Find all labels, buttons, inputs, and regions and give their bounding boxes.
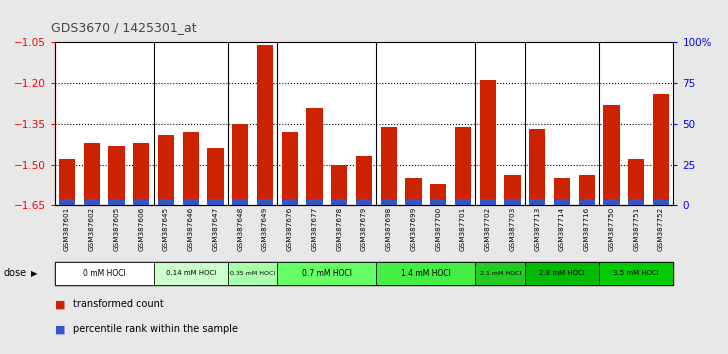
Text: GSM387677: GSM387677 bbox=[312, 207, 317, 251]
Bar bbox=[183, 199, 199, 205]
Text: 0.35 mM HOCl: 0.35 mM HOCl bbox=[230, 271, 275, 276]
Bar bbox=[183, 132, 199, 205]
Text: GSM387678: GSM387678 bbox=[336, 207, 342, 251]
Bar bbox=[133, 143, 149, 205]
Bar bbox=[381, 127, 397, 205]
Bar bbox=[455, 199, 471, 205]
Text: GSM387646: GSM387646 bbox=[188, 207, 194, 251]
Bar bbox=[207, 148, 223, 205]
Text: transformed count: transformed count bbox=[73, 299, 164, 309]
Bar bbox=[628, 199, 644, 205]
Text: GSM387703: GSM387703 bbox=[510, 207, 515, 251]
Text: GSM387676: GSM387676 bbox=[287, 207, 293, 251]
Bar bbox=[505, 176, 521, 205]
Bar bbox=[653, 94, 669, 205]
Bar bbox=[331, 165, 347, 205]
Bar bbox=[331, 199, 347, 205]
Bar bbox=[455, 127, 471, 205]
Bar bbox=[529, 129, 545, 205]
Text: GSM387602: GSM387602 bbox=[89, 207, 95, 251]
Text: 3.5 mM HOCl: 3.5 mM HOCl bbox=[614, 270, 659, 276]
Text: GSM387716: GSM387716 bbox=[584, 207, 590, 251]
Bar bbox=[579, 176, 595, 205]
Bar bbox=[306, 199, 323, 205]
Bar bbox=[381, 199, 397, 205]
Text: GSM387647: GSM387647 bbox=[213, 207, 218, 251]
Text: GSM387750: GSM387750 bbox=[609, 207, 614, 251]
Text: 1.4 mM HOCl: 1.4 mM HOCl bbox=[401, 269, 451, 278]
Bar bbox=[158, 199, 174, 205]
Text: 0 mM HOCl: 0 mM HOCl bbox=[83, 269, 125, 278]
Text: GSM387606: GSM387606 bbox=[138, 207, 144, 251]
Bar bbox=[59, 159, 75, 205]
Bar bbox=[84, 143, 100, 205]
Text: 0.14 mM HOCl: 0.14 mM HOCl bbox=[165, 270, 216, 276]
Bar bbox=[554, 199, 570, 205]
Text: GSM387701: GSM387701 bbox=[460, 207, 466, 251]
Text: GSM387714: GSM387714 bbox=[559, 207, 565, 251]
Bar bbox=[108, 199, 124, 205]
Text: GSM387601: GSM387601 bbox=[64, 207, 70, 251]
Bar bbox=[356, 199, 372, 205]
Text: ▶: ▶ bbox=[31, 269, 38, 278]
Bar bbox=[158, 135, 174, 205]
Bar bbox=[257, 45, 273, 205]
Text: 2.8 mM HOCl: 2.8 mM HOCl bbox=[539, 270, 585, 276]
Bar bbox=[356, 156, 372, 205]
Text: GSM387699: GSM387699 bbox=[411, 207, 416, 251]
Bar bbox=[257, 199, 273, 205]
Bar bbox=[480, 199, 496, 205]
Bar bbox=[306, 108, 323, 205]
Bar bbox=[282, 199, 298, 205]
Bar bbox=[430, 184, 446, 205]
Bar bbox=[108, 145, 124, 205]
Text: GSM387645: GSM387645 bbox=[163, 207, 169, 251]
Text: GSM387648: GSM387648 bbox=[237, 207, 243, 251]
Bar bbox=[480, 80, 496, 205]
Text: GSM387649: GSM387649 bbox=[262, 207, 268, 251]
Text: percentile rank within the sample: percentile rank within the sample bbox=[73, 324, 238, 334]
Text: GDS3670 / 1425301_at: GDS3670 / 1425301_at bbox=[51, 21, 197, 34]
Bar bbox=[232, 199, 248, 205]
Text: GSM387713: GSM387713 bbox=[534, 207, 540, 251]
Bar bbox=[84, 199, 100, 205]
Text: GSM387679: GSM387679 bbox=[361, 207, 367, 251]
Text: GSM387605: GSM387605 bbox=[114, 207, 119, 251]
Text: 0.7 mM HOCl: 0.7 mM HOCl bbox=[302, 269, 352, 278]
Bar bbox=[430, 199, 446, 205]
Bar bbox=[653, 199, 669, 205]
Text: GSM387700: GSM387700 bbox=[435, 207, 441, 251]
Bar bbox=[282, 132, 298, 205]
Text: GSM387752: GSM387752 bbox=[658, 207, 664, 251]
Text: ■: ■ bbox=[55, 324, 65, 334]
Bar bbox=[133, 199, 149, 205]
Text: GSM387751: GSM387751 bbox=[633, 207, 639, 251]
Bar bbox=[405, 178, 422, 205]
Text: 2.1 mM HOCl: 2.1 mM HOCl bbox=[480, 271, 521, 276]
Bar bbox=[604, 105, 620, 205]
Bar bbox=[554, 178, 570, 205]
Text: ■: ■ bbox=[55, 299, 65, 309]
Text: GSM387698: GSM387698 bbox=[386, 207, 392, 251]
Text: GSM387702: GSM387702 bbox=[485, 207, 491, 251]
Text: dose: dose bbox=[4, 268, 27, 279]
Bar bbox=[405, 199, 422, 205]
Bar bbox=[232, 124, 248, 205]
Bar bbox=[579, 199, 595, 205]
Bar bbox=[628, 159, 644, 205]
Bar bbox=[529, 199, 545, 205]
Bar bbox=[59, 199, 75, 205]
Bar bbox=[207, 199, 223, 205]
Bar bbox=[505, 199, 521, 205]
Bar bbox=[604, 199, 620, 205]
